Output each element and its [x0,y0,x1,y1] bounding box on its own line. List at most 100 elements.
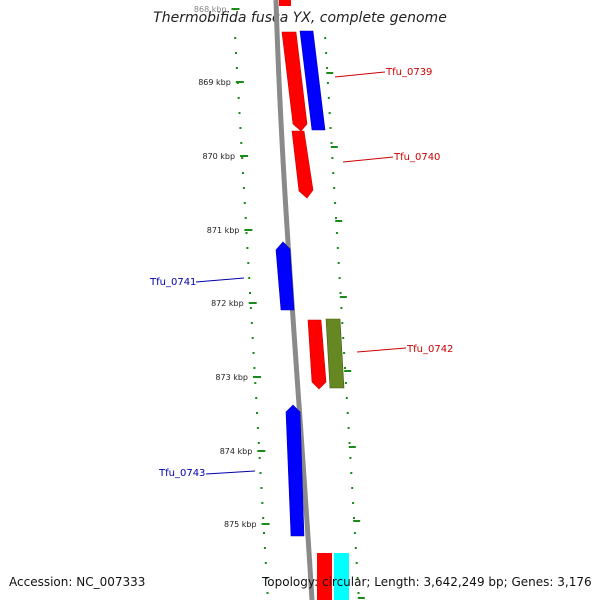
ruler-dot [247,262,250,264]
leader-tfu0742 [356,347,407,353]
label-tfu0743[interactable]: Tfu_0743 [158,468,205,479]
ruler-dot [242,172,244,174]
ruler-tick-label: 875 kbp [224,520,257,529]
label-tfu0740[interactable]: Tfu_0740 [393,152,440,163]
ruler-dot [356,577,359,579]
ruler-major-tick [231,8,240,10]
label-tfu0739[interactable]: Tfu_0739 [385,67,432,78]
ruler-dot [266,592,269,594]
ruler-dot [258,457,261,459]
ruler-dot [341,322,344,324]
ruler-dot [326,82,329,84]
ruler-dot [244,217,247,219]
ruler-dot [235,52,237,54]
gene-bottom-red[interactable] [317,553,332,600]
ruler-dot [328,112,331,114]
ruler-dot [242,187,245,189]
ruler-dash [339,296,347,298]
leader-tfu0741 [195,277,245,283]
ruler-major-tick [257,450,266,452]
ruler-major-tick [248,302,257,304]
ruler-major-ticks: 868 kbp 869 kbp 870 kbp 871 kbp 872 kbp 873 k… [194,5,270,529]
ruler-dot [262,517,265,519]
leader-tfu0743 [205,470,256,475]
gene-tfu0740[interactable] [291,130,314,199]
gene-tfu0742-red[interactable] [307,319,327,390]
ruler-dot [344,382,347,384]
ruler-dot [333,187,336,189]
genome-title: Thermobifida fusca YX, complete genome [153,10,447,26]
ruler-dot [252,352,255,354]
ruler-dot [353,532,356,534]
ruler-dot [352,502,355,504]
ruler-dot [243,202,246,204]
ruler-tick-label: 872 kbp [211,299,244,308]
ruler-dot [255,397,258,399]
ruler-major-tick [253,376,261,378]
ruler-tick-label: 870 kbp [202,152,235,161]
accession-text: Accession: NC_007333 [9,575,146,589]
ruler-dot [335,232,338,234]
ruler-dot [264,562,267,564]
ruler-dot [350,472,353,474]
gene-tfu0741[interactable] [275,241,295,311]
gene-tfu0739-red[interactable] [281,31,308,132]
ruler-dot [342,337,345,339]
gene-tfu0742-olive[interactable] [325,318,345,389]
left-ruler-dots [234,37,269,594]
ruler-dot [251,337,254,339]
ruler-dot [336,247,339,249]
ruler-dot [248,277,251,279]
ruler-major-tick [261,523,270,525]
ruler-dot [240,142,243,144]
ruler-dot [343,352,346,354]
gene-bottom-cyan[interactable] [334,553,349,600]
genome-summary-text: Topology: circular; Length: 3,642,249 bp… [262,575,592,589]
ruler-dot [235,67,238,69]
ruler-dot [260,487,263,489]
ruler-dot [234,37,237,39]
ruler-dot [327,97,330,99]
ruler-dot [250,322,253,324]
gene-tfu0743[interactable] [285,404,305,537]
ruler-tick-label: 871 kbp [207,226,240,235]
ruler-tick-label: 874 kbp [220,447,253,456]
ruler-dash [326,72,334,74]
ruler-dot [261,502,264,504]
ruler-dash [353,520,361,522]
ruler-tick-label: 869 kbp [198,78,231,87]
ruler-dot [357,592,360,594]
ruler-dot [347,427,350,429]
label-tfu0742[interactable]: Tfu_0742 [406,344,453,355]
ruler-dot [354,547,357,549]
leader-tfu0739 [334,71,386,78]
ruler-dot [326,67,328,69]
ruler-dot [265,577,268,579]
gene-tfu0739-blue[interactable] [299,30,326,131]
ruler-dot [329,127,332,129]
ruler-dot [349,457,352,459]
ruler-dot [340,307,343,309]
ruler-dot [348,442,351,444]
ruler-dot [346,412,349,414]
ruler-dot [241,157,244,159]
right-ruler-dots [324,37,365,599]
ruler-major-tick [244,229,253,231]
ruler-dot [238,112,241,114]
ruler-dot [338,277,341,279]
ruler-tick-label: 868 kbp [194,5,227,14]
label-tfu0741[interactable]: Tfu_0741 [149,277,196,288]
ruler-dot [239,127,242,129]
ruler-dash [330,146,338,148]
ruler-dot [330,142,333,144]
ruler-dot [334,202,337,204]
ruler-dash [335,220,343,222]
ruler-dot [249,307,252,309]
ruler-dot [237,97,240,99]
ruler-major-tick [240,155,249,157]
gene-top-partial[interactable] [279,0,291,6]
ruler-dot [335,217,337,219]
ruler-dash [357,597,365,599]
ruler-dot [355,562,358,564]
